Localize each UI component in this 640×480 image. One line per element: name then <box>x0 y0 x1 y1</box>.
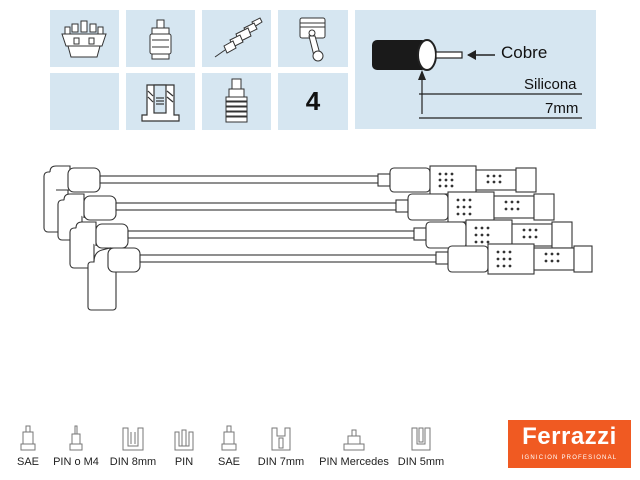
pin-mercedes-terminal-icon <box>343 429 365 451</box>
din-7mm-terminal-icon <box>271 427 291 451</box>
legend-label: PIN Mercedes <box>319 456 389 468</box>
legend-label: SAE <box>217 456 240 468</box>
brand-tagline: IGNICION PROFESIONAL <box>521 455 618 461</box>
legend-label: DIN 8mm <box>109 456 157 468</box>
cable-4 <box>87 243 593 311</box>
insulation-label: Silicona <box>524 76 577 93</box>
distributor-cap-icon <box>61 20 107 58</box>
plug-terminal-cell <box>202 73 271 130</box>
diameter-label: 7mm <box>545 100 579 117</box>
legend-label: SAE <box>16 456 39 468</box>
legend-item-din-7mm: DIN 7mm <box>246 424 316 468</box>
distributor-cap-cell <box>50 10 119 67</box>
legend-item-pin-mercedes: PIN Mercedes <box>319 424 389 468</box>
legend-item-sae-2: SAE <box>194 424 264 468</box>
sae-terminal-icon <box>221 425 237 451</box>
plug-terminal-icon <box>225 78 248 123</box>
legend-label: PIN <box>174 456 194 468</box>
piston-icon <box>299 17 326 62</box>
pin-m4-terminal-icon <box>69 425 83 451</box>
spark-plug-icon <box>214 17 263 58</box>
ignition-coil-icon <box>149 19 172 60</box>
spark-plug-cell <box>202 10 271 67</box>
legend-label: DIN 5mm <box>397 456 445 468</box>
legend-item-sae: SAE <box>0 424 63 468</box>
legend-item-din-5mm: DIN 5mm <box>386 424 456 468</box>
wire-count-cell: 4 <box>278 73 348 130</box>
conductor-label: Cobre <box>501 43 548 62</box>
legend-label: PIN o M4 <box>53 456 99 468</box>
piston-cell <box>278 10 348 67</box>
cable-spec-panel: Cobre Silicona 7mm <box>355 10 596 129</box>
coil-terminal-cell <box>126 73 195 130</box>
wire-count: 4 <box>305 86 321 116</box>
pin-terminal-icon <box>174 429 194 451</box>
legend-item-din-8mm: DIN 8mm <box>98 424 168 468</box>
ferrazzi-logo: Ferrazzi IGNICION PROFESIONAL <box>508 420 631 468</box>
ignition-coil-cell <box>126 10 195 67</box>
cable-2 <box>57 191 555 241</box>
sae-terminal-icon <box>20 425 36 451</box>
legend-item-pin: PIN <box>149 424 219 468</box>
din-8mm-terminal-icon <box>122 427 144 451</box>
brand-name: Ferrazzi <box>522 423 617 450</box>
din-5mm-terminal-icon <box>411 427 431 451</box>
cable-cross-section-diagram <box>372 39 582 119</box>
cable-1 <box>43 165 537 233</box>
legend-item-pin-m4: PIN o M4 <box>41 424 111 468</box>
ignition-cable-set-drawing <box>43 165 593 311</box>
legend-label: DIN 7mm <box>257 456 305 468</box>
coil-terminal-icon <box>141 84 180 122</box>
empty-cell <box>50 73 119 130</box>
